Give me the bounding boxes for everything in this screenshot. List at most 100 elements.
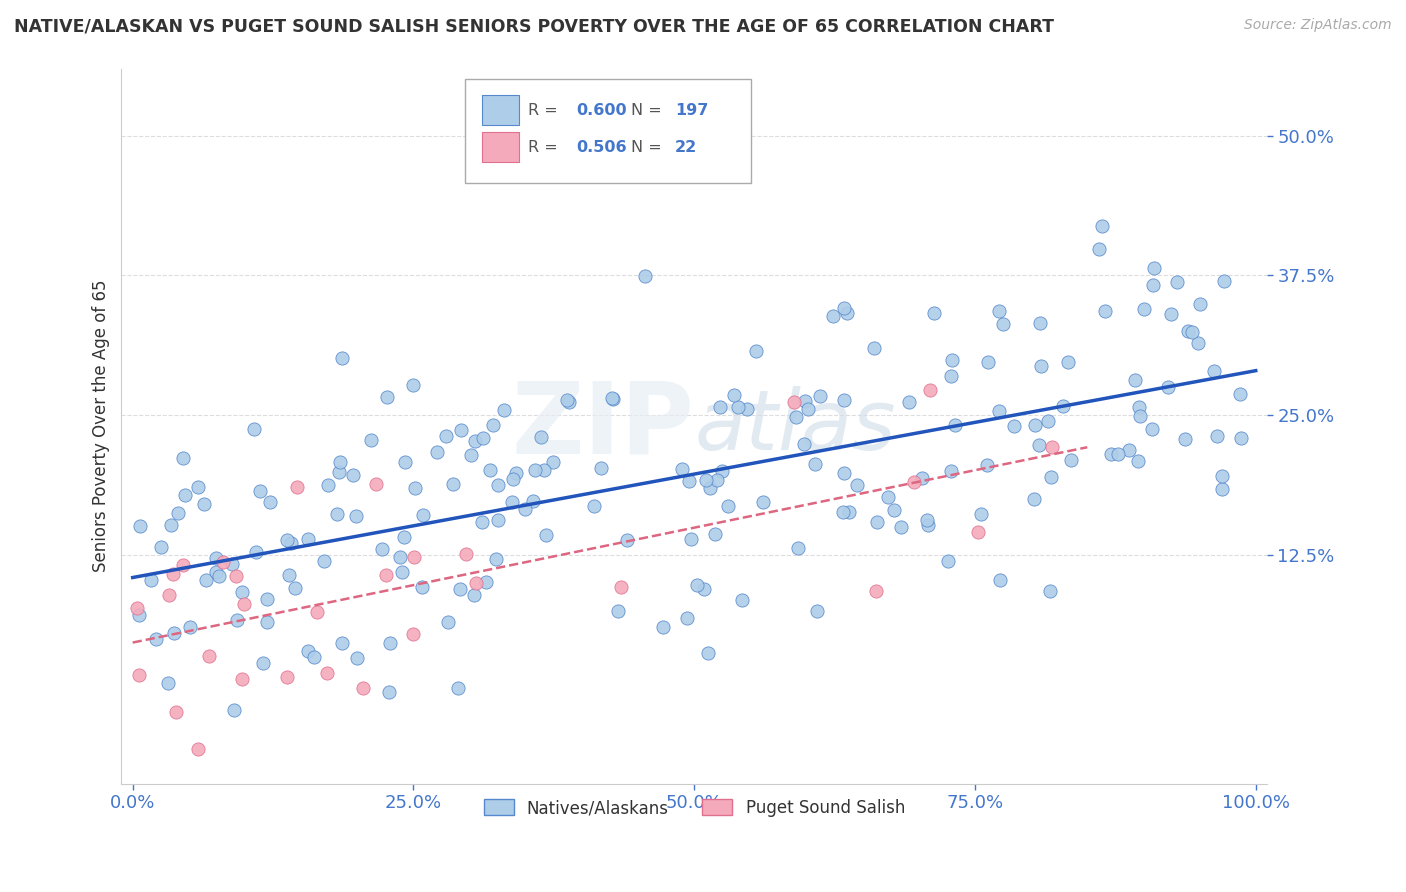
Point (711, 464, 734, 478)
Point (156, 676, 179, 690)
Point (212, 555, 235, 569)
Point (917, 517, 939, 532)
Point (1211, 468, 1233, 483)
Point (330, 636, 353, 650)
Point (205, 551, 228, 566)
Point (987, 403, 1010, 417)
Point (326, 507, 349, 521)
Point (846, 478, 869, 492)
Point (1166, 275, 1188, 289)
Point (501, 494, 523, 508)
Point (696, 647, 718, 661)
Point (918, 383, 941, 397)
Point (745, 343, 768, 358)
Point (976, 458, 998, 472)
Point (1040, 469, 1063, 483)
Point (252, 656, 274, 670)
Point (1107, 447, 1129, 461)
Point (426, 444, 449, 458)
Point (513, 502, 536, 516)
Point (402, 627, 425, 641)
Point (160, 518, 183, 533)
Point (441, 477, 464, 491)
Point (172, 451, 194, 466)
Point (249, 483, 271, 498)
Point (1118, 442, 1140, 457)
Point (706, 473, 728, 487)
Point (1052, 400, 1074, 414)
Point (162, 566, 184, 581)
Text: R =: R = (529, 140, 562, 154)
Point (330, 351, 353, 366)
Point (831, 505, 853, 519)
Point (1187, 335, 1209, 350)
Point (232, 597, 254, 611)
Point (1213, 274, 1236, 288)
Point (704, 527, 727, 541)
Point (208, 569, 231, 583)
Point (1126, 454, 1149, 468)
Point (838, 505, 860, 519)
Point (785, 409, 807, 424)
Point (652, 620, 675, 634)
Point (1039, 584, 1062, 599)
Point (1040, 440, 1063, 454)
Point (482, 417, 505, 432)
Point (485, 551, 508, 566)
Point (494, 403, 516, 417)
Point (302, 649, 325, 664)
Text: 0.506: 0.506 (576, 140, 627, 154)
Point (693, 582, 716, 596)
Point (988, 573, 1011, 587)
Text: NATIVE/ALASKAN VS PUGET SOUND SALISH SENIORS POVERTY OVER THE AGE OF 65 CORRELAT: NATIVE/ALASKAN VS PUGET SOUND SALISH SEN… (14, 18, 1054, 36)
Point (970, 507, 993, 521)
Point (794, 393, 817, 408)
Point (434, 429, 457, 443)
Point (897, 395, 920, 409)
Point (866, 515, 889, 529)
Text: N =: N = (631, 103, 666, 118)
Point (1143, 260, 1166, 275)
Point (297, 532, 319, 546)
Point (524, 463, 547, 477)
FancyBboxPatch shape (482, 95, 519, 125)
Point (505, 466, 527, 480)
Point (449, 582, 471, 597)
Point (280, 535, 302, 549)
Point (125, 601, 148, 615)
Point (837, 306, 859, 320)
FancyBboxPatch shape (482, 132, 519, 162)
Point (328, 465, 350, 479)
Point (1230, 431, 1253, 445)
Point (225, 568, 247, 582)
Point (1181, 325, 1204, 339)
Point (450, 423, 472, 437)
Point (145, 632, 167, 646)
Point (558, 394, 581, 409)
Point (1022, 491, 1045, 506)
Point (602, 392, 624, 407)
Point (375, 567, 398, 582)
Text: atlas: atlas (695, 385, 896, 467)
Point (602, 392, 624, 406)
Point (315, 665, 337, 680)
Point (486, 478, 509, 492)
Point (243, 422, 266, 436)
Point (460, 448, 482, 462)
Point (941, 352, 963, 367)
Point (463, 588, 485, 602)
Point (1229, 387, 1251, 401)
Point (993, 317, 1015, 331)
Point (782, 395, 804, 409)
Point (591, 461, 613, 475)
Point (412, 508, 434, 522)
Point (1206, 428, 1229, 442)
Y-axis label: Seniors Poverty Over the Age of 65: Seniors Poverty Over the Age of 65 (93, 280, 110, 573)
Point (1056, 355, 1078, 369)
Point (863, 341, 886, 355)
Point (344, 509, 367, 524)
FancyBboxPatch shape (465, 79, 751, 183)
Point (1142, 278, 1164, 293)
Point (941, 464, 963, 478)
Point (404, 481, 426, 495)
